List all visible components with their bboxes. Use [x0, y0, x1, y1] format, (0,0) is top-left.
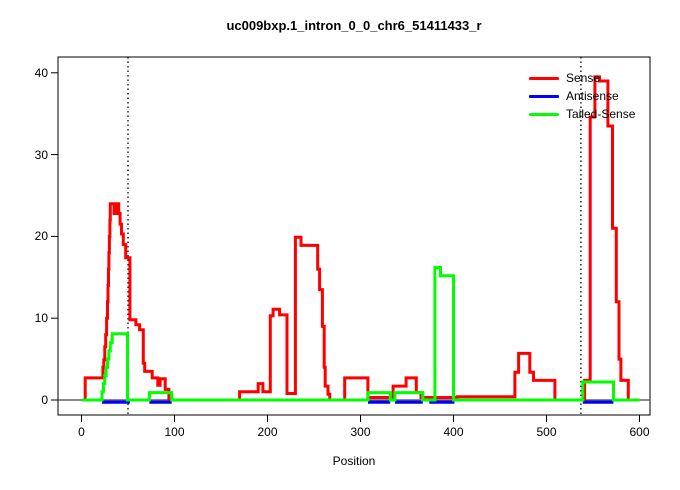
y-tick-label: 40 — [34, 65, 48, 80]
x-tick-label: 600 — [629, 425, 650, 439]
x-tick-label: 0 — [78, 425, 85, 439]
y-tick-label: 10 — [34, 311, 48, 326]
y-tick-label: 20 — [34, 229, 48, 244]
y-tick-label: 30 — [34, 147, 48, 162]
legend: Sense Antisense Tailed-Sense — [529, 69, 635, 123]
legend-row: Antisense — [529, 87, 635, 105]
legend-line-swatch — [529, 112, 559, 116]
legend-row: Tailed-Sense — [529, 105, 635, 123]
legend-row: Sense — [529, 69, 635, 87]
series-tailed-sense-line — [81, 266, 640, 402]
x-axis-title: Position — [332, 454, 376, 468]
legend-line-swatch — [529, 76, 559, 80]
legend-label: Sense — [566, 71, 601, 85]
chart-title: uc009bxp.1_intron_0_0_chr6_51411433_r — [226, 18, 482, 33]
x-tick-label: 300 — [350, 425, 371, 439]
x-tick-label: 500 — [536, 425, 557, 439]
x-tick-label: 400 — [443, 425, 464, 439]
x-tick-label: 100 — [164, 425, 185, 439]
legend-label: Antisense — [566, 89, 619, 103]
y-tick-label: 0 — [41, 393, 48, 407]
legend-label: Tailed-Sense — [566, 107, 636, 121]
legend-line-swatch — [529, 94, 559, 98]
series-sense-line — [81, 75, 640, 402]
x-tick-label: 200 — [257, 425, 278, 439]
